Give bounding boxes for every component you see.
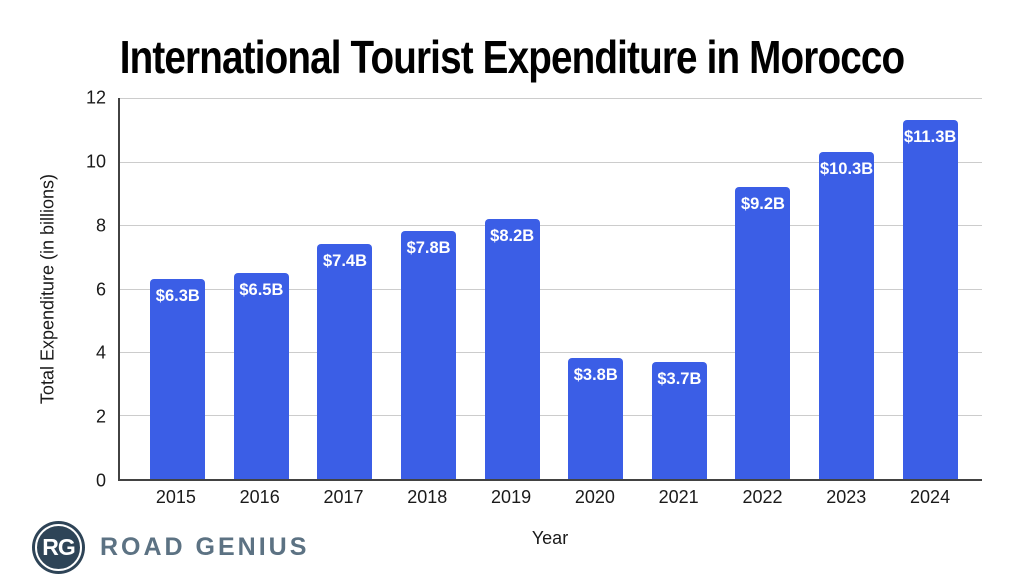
plot-area: $6.3B $6.5B $7.4B $7.8B $8.2B $3.8B $3.7…: [118, 98, 982, 481]
x-tick-label: 2015: [155, 487, 196, 507]
chart-title: International Tourist Expenditure in Mor…: [0, 30, 1024, 84]
bar-value-label: $6.3B: [155, 286, 200, 305]
bar-value-label: $8.2B: [490, 226, 535, 245]
bar-2018: $7.8B: [401, 231, 457, 479]
y-axis-ticks: 12 10 8 6 4 2 0: [0, 88, 106, 491]
bar-2016: $6.5B: [233, 272, 289, 479]
bar-series: $6.3B $6.5B $7.4B $7.8B $8.2B $3.8B $3.7…: [120, 98, 982, 479]
gridline: [120, 288, 982, 290]
gridline: [120, 161, 982, 163]
bar-2019: $8.2B: [484, 218, 540, 479]
bar-2022: $9.2B: [735, 186, 791, 479]
chart-title-text: International Tourist Expenditure in Mor…: [119, 31, 905, 83]
gridline: [120, 415, 982, 417]
bar-2015: $6.3B: [150, 278, 206, 479]
x-tick-label: 2016: [239, 487, 280, 507]
bar-value-label: $10.3B: [819, 159, 874, 178]
bar-value-label: $7.8B: [406, 239, 451, 258]
bar-value-label: $11.3B: [903, 128, 957, 147]
bar-2017: $7.4B: [317, 244, 373, 479]
x-tick-label: 2023: [826, 487, 867, 507]
x-tick-label: 2019: [491, 487, 532, 507]
x-axis-ticks: 2015 2016 2017 2018 2019 2020 2021 2022 …: [118, 487, 982, 508]
x-tick-label: 2021: [658, 487, 699, 507]
bar-2021: $3.7B: [651, 361, 707, 479]
rg-monogram-text: RG: [42, 534, 75, 560]
x-tick-label: 2017: [323, 487, 364, 507]
y-tick-label: 4: [95, 342, 106, 363]
y-tick-label: 0: [95, 470, 106, 491]
rg-monogram-badge: RG: [32, 521, 85, 574]
bar-2020: $3.8B: [568, 358, 624, 479]
y-tick-label: 6: [95, 279, 106, 299]
brand-name: ROAD GENIUS: [100, 533, 310, 561]
x-tick-label: 2018: [407, 487, 448, 507]
x-tick-label: 2022: [742, 487, 783, 507]
x-tick-label: 2024: [910, 487, 951, 507]
bar-value-label: $9.2B: [740, 194, 785, 213]
bar-value-label: $6.5B: [239, 280, 284, 299]
bar-2023: $10.3B: [819, 151, 875, 479]
y-tick-label: 10: [85, 151, 106, 172]
gridline: [120, 224, 982, 226]
y-tick-label: 8: [95, 215, 106, 236]
gridline: [120, 98, 982, 99]
x-tick-label: 2020: [574, 487, 615, 507]
y-tick-label: 12: [85, 87, 106, 108]
x-axis-title: Year: [531, 528, 569, 548]
bar-value-label: $3.8B: [573, 366, 618, 385]
bar-value-label: $3.7B: [657, 369, 702, 388]
road-genius-logo: RG ROAD GENIUS: [32, 521, 309, 574]
bar-value-label: $7.4B: [322, 252, 367, 271]
gridline: [120, 352, 982, 353]
y-tick-label: 2: [95, 406, 106, 427]
bar-2024: $11.3B: [902, 120, 958, 479]
